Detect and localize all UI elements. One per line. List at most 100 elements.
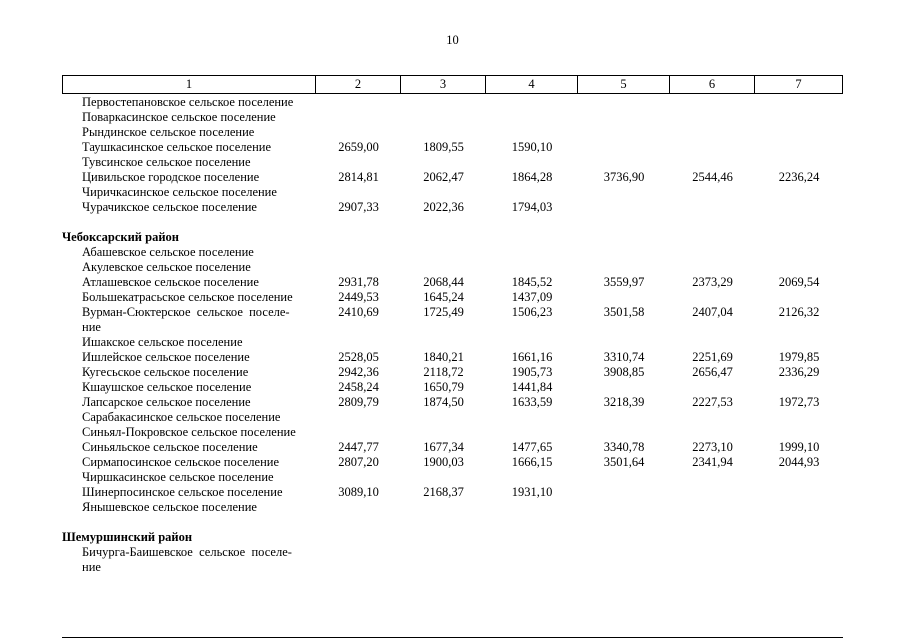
value-cell: 1874,50 bbox=[423, 395, 464, 409]
value-cell: 2118,72 bbox=[423, 365, 464, 379]
value-cell: 1661,16 bbox=[511, 350, 553, 364]
settlement-name: Ишлейское сельское поселение bbox=[82, 350, 250, 364]
table-row: Атлашевское сельское поселение 2931,78 206… bbox=[62, 275, 843, 290]
value-cell: 2544,46 bbox=[692, 170, 733, 184]
table-row: Ишлейское сельское поселение 2528,05 1840,… bbox=[62, 350, 843, 365]
value-cell: 2407,04 bbox=[692, 305, 733, 319]
value-cell: 2809,79 bbox=[338, 395, 379, 409]
value-cell: 1590,10 bbox=[511, 140, 553, 154]
value-cell: 2449,53 bbox=[338, 290, 379, 304]
settlement-name: Первостепановское сельское поселение bbox=[82, 95, 294, 109]
value-cell: 2022,36 bbox=[423, 200, 464, 214]
settlement-name: Чиричкасинское сельское поселение bbox=[82, 185, 277, 199]
value-cell: 3218,39 bbox=[603, 395, 645, 409]
section-spacer bbox=[62, 215, 843, 230]
table-row: Рындинское сельское поселение bbox=[62, 125, 843, 140]
value-cell: 2907,33 bbox=[338, 200, 379, 214]
settlement-name: Вурман-Сюктерское сельское поселе- ние bbox=[82, 305, 290, 334]
value-cell: 1477,65 bbox=[511, 440, 553, 454]
value-cell: 2410,69 bbox=[338, 305, 379, 319]
value-cell: 2458,24 bbox=[338, 380, 379, 394]
settlement-name: Таушкасинское сельское поселение bbox=[82, 140, 271, 154]
value-cell: 2659,00 bbox=[338, 140, 379, 154]
table-row: Кугесьское сельское поселение 2942,36 2118… bbox=[62, 365, 843, 380]
value-cell: 1666,15 bbox=[511, 455, 553, 469]
settlement-name: Большекатрасьское сельское поселение bbox=[82, 290, 293, 304]
value-cell: 2227,53 bbox=[692, 395, 733, 409]
value-cell: 3340,78 bbox=[603, 440, 645, 454]
value-cell: 1437,09 bbox=[511, 290, 553, 304]
value-cell: 2814,81 bbox=[338, 170, 379, 184]
value-cell: 3310,74 bbox=[603, 350, 645, 364]
settlement-name: Лапсарское сельское поселение bbox=[82, 395, 251, 409]
settlement-name: Рындинское сельское поселение bbox=[82, 125, 255, 139]
value-cell: 1931,10 bbox=[511, 485, 553, 499]
column-header-3: 3 bbox=[401, 76, 486, 93]
value-cell: 2069,54 bbox=[778, 275, 820, 289]
settlement-name: Поваркасинское сельское поселение bbox=[82, 110, 276, 124]
value-cell: 1864,28 bbox=[511, 170, 553, 184]
value-cell: 2447,77 bbox=[338, 440, 379, 454]
settlement-name: Акулевское сельское поселение bbox=[82, 260, 251, 274]
table-row: Вурман-Сюктерское сельское поселе- ние 24… bbox=[62, 305, 843, 335]
section-title: Шемуршинский район bbox=[62, 530, 193, 544]
value-cell: 2341,94 bbox=[692, 455, 733, 469]
value-cell: 2126,32 bbox=[778, 305, 820, 319]
table-row: Таушкасинское сельское поселение 2659,00 1… bbox=[62, 140, 843, 155]
settlement-name: Бичурга-Баишевское сельское поселе- ние bbox=[82, 545, 292, 574]
value-cell: 2168,37 bbox=[423, 485, 464, 499]
value-cell: 1645,24 bbox=[423, 290, 464, 304]
settlement-name: Кугесьское сельское поселение bbox=[82, 365, 249, 379]
table-row: Цивильское городское поселение 2814,81 206… bbox=[62, 170, 843, 185]
value-cell: 2336,29 bbox=[778, 365, 820, 379]
value-cell: 2931,78 bbox=[338, 275, 379, 289]
value-cell: 3559,97 bbox=[603, 275, 645, 289]
value-cell: 2251,69 bbox=[692, 350, 733, 364]
value-cell: 1677,34 bbox=[423, 440, 464, 454]
settlement-name: Ишакское сельское поселение bbox=[82, 335, 243, 349]
table-row: Синьял-Покровское сельское поселение bbox=[62, 425, 843, 440]
column-header-1: 1 bbox=[62, 76, 316, 93]
table-row: Абашевское сельское поселение bbox=[62, 245, 843, 260]
column-header-4: 4 bbox=[486, 76, 578, 93]
value-cell: 2528,05 bbox=[338, 350, 379, 364]
value-cell: 2942,36 bbox=[338, 365, 379, 379]
settlement-name: Шинерпосинское сельское поселение bbox=[82, 485, 283, 499]
value-cell: 1633,59 bbox=[511, 395, 553, 409]
value-cell: 3736,90 bbox=[603, 170, 645, 184]
settlement-name: Абашевское сельское поселение bbox=[82, 245, 254, 259]
settlement-name: Чурачикское сельское поселение bbox=[82, 200, 257, 214]
value-cell: 2656,47 bbox=[692, 365, 733, 379]
value-cell: 2062,47 bbox=[423, 170, 464, 184]
table-row: Сарабакасинское сельское поселение bbox=[62, 410, 843, 425]
value-cell: 1979,85 bbox=[778, 350, 820, 364]
settlement-name: Чиршкасинское сельское поселение bbox=[82, 470, 274, 484]
value-cell: 2373,29 bbox=[692, 275, 733, 289]
value-cell: 1809,55 bbox=[423, 140, 464, 154]
table-row: Сирмапосинское сельское поселение 2807,20… bbox=[62, 455, 843, 470]
value-cell: 2068,44 bbox=[423, 275, 464, 289]
table-row: Чиршкасинское сельское поселение bbox=[62, 470, 843, 485]
value-cell: 1972,73 bbox=[778, 395, 820, 409]
table-row: Первостепановское сельское поселение bbox=[62, 95, 843, 110]
value-cell: 3908,85 bbox=[603, 365, 645, 379]
table-row: Большекатрасьское сельское поселение 2449… bbox=[62, 290, 843, 305]
table-row: Чурачикское сельское поселение 2907,33 202… bbox=[62, 200, 843, 215]
column-header-5: 5 bbox=[578, 76, 670, 93]
settlement-name: Сирмапосинское сельское поселение bbox=[82, 455, 279, 469]
value-cell: 1845,52 bbox=[511, 275, 553, 289]
table-row: Янышевское сельское поселение bbox=[62, 500, 843, 515]
value-cell: 1506,23 bbox=[511, 305, 553, 319]
table-row: Тувсинское сельское поселение bbox=[62, 155, 843, 170]
section-spacer bbox=[62, 515, 843, 530]
value-cell: 3501,58 bbox=[603, 305, 645, 319]
settlement-name: Тувсинское сельское поселение bbox=[82, 155, 251, 169]
settlement-name: Кшаушское сельское поселение bbox=[82, 380, 252, 394]
value-cell: 1794,03 bbox=[511, 200, 553, 214]
table-row: Шинерпосинское сельское поселение 3089,10… bbox=[62, 485, 843, 500]
page-number: 10 bbox=[446, 33, 459, 47]
table-row: Поваркасинское сельское поселение bbox=[62, 110, 843, 125]
table-bottom-border bbox=[62, 637, 843, 638]
